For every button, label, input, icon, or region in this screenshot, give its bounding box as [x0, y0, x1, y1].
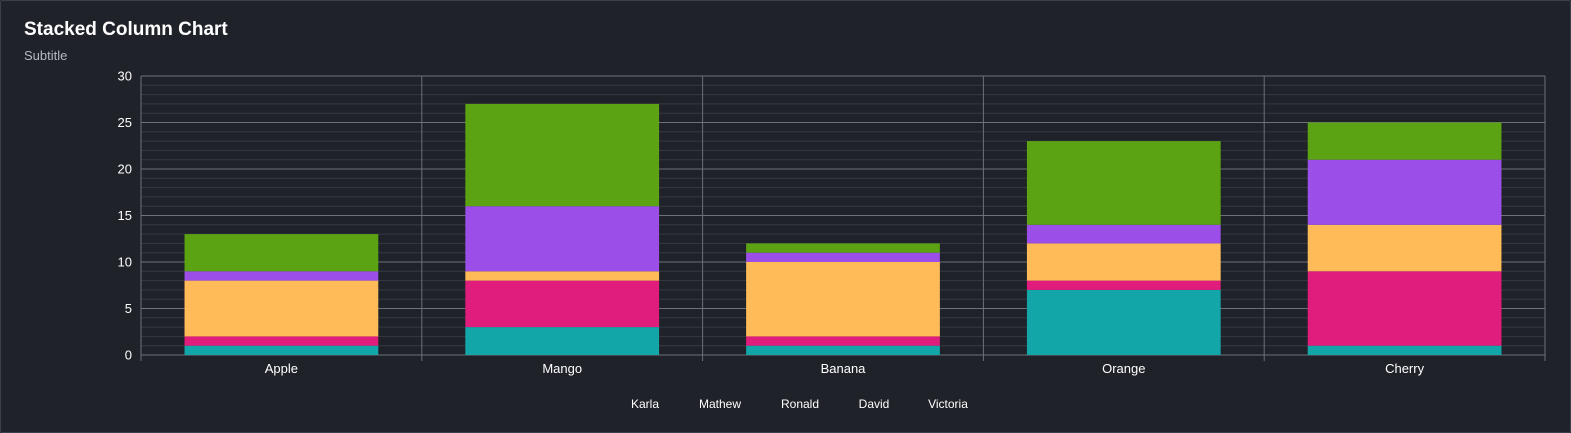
bar-segment — [746, 243, 940, 253]
bar-segment — [465, 103, 660, 207]
y-tick-label: 25 — [118, 115, 132, 130]
bar-segment — [184, 271, 379, 281]
bar-segment — [1026, 224, 1221, 244]
y-tick-label: 15 — [118, 208, 132, 223]
bar-segment — [184, 336, 379, 346]
y-tick-label: 10 — [118, 255, 132, 270]
bar-segment — [746, 336, 940, 346]
bar-segment — [184, 345, 379, 355]
legend-item: David — [859, 397, 890, 411]
bar-segment — [1026, 141, 1221, 225]
bar-segment — [1307, 122, 1502, 160]
bar-segment — [465, 327, 660, 355]
y-tick-label: 20 — [118, 162, 132, 177]
bar-segment — [746, 252, 940, 262]
bar-segment — [1307, 271, 1502, 346]
bar-segment — [1026, 243, 1221, 281]
legend-item: Victoria — [928, 397, 968, 411]
bar-segment — [746, 262, 940, 337]
x-tick-label: Apple — [265, 361, 298, 376]
x-tick-label: Mango — [542, 361, 582, 376]
bar-segment — [184, 280, 379, 337]
bar-segment — [184, 234, 379, 272]
bar-segment — [1026, 280, 1221, 290]
y-tick-label: 30 — [118, 69, 132, 84]
x-tick-label: Orange — [1102, 361, 1145, 376]
chart-subtitle: Subtitle — [24, 48, 68, 63]
legend-item: Karla — [631, 397, 659, 411]
bar-segment — [465, 271, 660, 281]
bar-segment — [1026, 289, 1221, 355]
y-tick-label: 5 — [125, 301, 132, 316]
legend-item: Mathew — [699, 397, 741, 411]
bar-segment — [746, 345, 940, 355]
y-tick-label: 0 — [125, 348, 132, 363]
bar-segment — [1307, 159, 1502, 225]
bar-segment — [465, 280, 660, 328]
chart-title: Stacked Column Chart — [24, 19, 228, 40]
bar-segment — [465, 206, 660, 272]
x-tick-label: Banana — [821, 361, 867, 376]
x-tick-label: Cherry — [1385, 361, 1425, 376]
bar-segment — [1307, 224, 1502, 272]
legend-item: Ronald — [781, 397, 819, 411]
bar-segment — [1307, 345, 1502, 355]
